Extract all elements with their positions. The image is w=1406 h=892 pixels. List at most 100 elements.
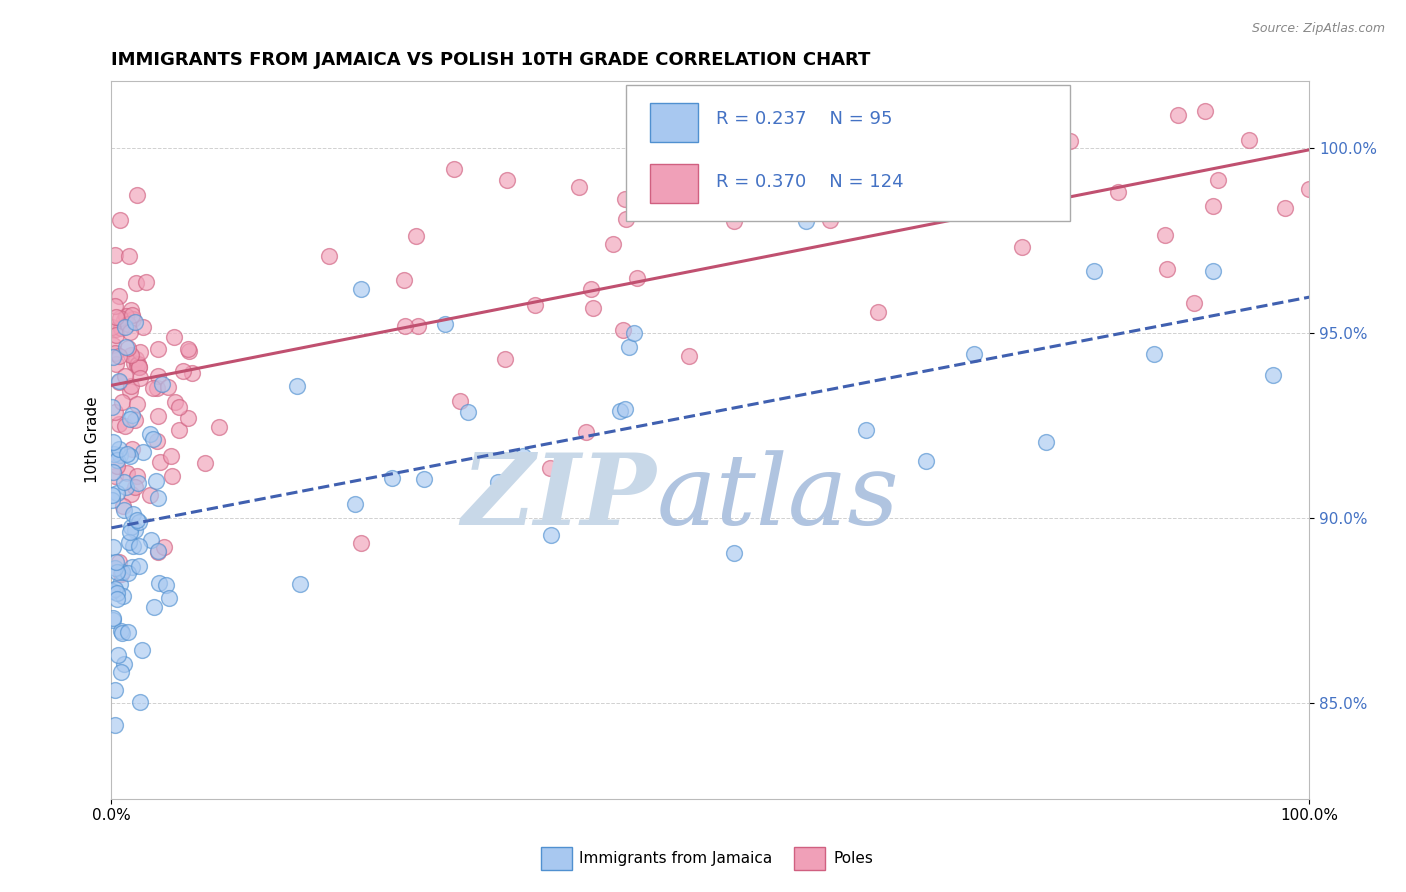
Point xyxy=(121,442,143,457)
Point xyxy=(626,270,648,285)
Point xyxy=(392,272,415,286)
Point xyxy=(1011,239,1033,253)
Text: IMMIGRANTS FROM JAMAICA VS POLISH 10TH GRADE CORRELATION CHART: IMMIGRANTS FROM JAMAICA VS POLISH 10TH G… xyxy=(111,51,870,69)
Point xyxy=(131,319,153,334)
Point xyxy=(148,409,170,424)
Point xyxy=(128,695,150,709)
Point xyxy=(101,492,124,507)
Point xyxy=(120,379,142,393)
Point xyxy=(127,475,149,490)
Point xyxy=(108,213,131,227)
Point xyxy=(125,469,148,483)
Point xyxy=(1194,103,1216,118)
Point xyxy=(120,302,142,317)
Text: Immigrants from Jamaica: Immigrants from Jamaica xyxy=(579,852,772,866)
Point xyxy=(142,381,165,395)
Y-axis label: 10th Grade: 10th Grade xyxy=(86,397,100,483)
Point xyxy=(160,468,183,483)
FancyBboxPatch shape xyxy=(627,85,1070,221)
Point xyxy=(153,540,176,554)
Point xyxy=(132,445,155,459)
Point xyxy=(107,374,129,388)
Point xyxy=(117,566,139,581)
Point xyxy=(108,555,131,569)
Point xyxy=(110,665,132,679)
Point xyxy=(318,249,340,263)
Point xyxy=(678,350,700,364)
Point xyxy=(496,173,519,187)
Point xyxy=(770,103,793,118)
Point xyxy=(111,625,134,640)
Point xyxy=(107,648,129,662)
Point xyxy=(114,418,136,433)
Point xyxy=(105,592,128,607)
Point xyxy=(118,412,141,426)
Point xyxy=(1142,347,1164,361)
Point xyxy=(167,400,190,414)
Point xyxy=(101,613,124,627)
Point xyxy=(1274,202,1296,216)
Point xyxy=(114,309,136,323)
Point xyxy=(101,350,124,364)
Point xyxy=(120,384,142,398)
Point xyxy=(343,497,366,511)
Point xyxy=(145,474,167,488)
Point xyxy=(1167,107,1189,121)
Point xyxy=(609,404,631,418)
Point xyxy=(122,540,145,554)
Point xyxy=(110,321,132,335)
Point xyxy=(120,520,142,534)
Point xyxy=(111,565,134,579)
Point xyxy=(866,305,889,319)
Point xyxy=(146,434,169,448)
Point xyxy=(105,453,128,467)
Point xyxy=(524,298,547,312)
Point xyxy=(623,326,645,341)
Point xyxy=(142,432,165,446)
Point xyxy=(104,469,127,483)
Point xyxy=(112,590,135,604)
Point xyxy=(194,456,217,470)
Point xyxy=(122,356,145,370)
Point xyxy=(104,682,127,697)
Point xyxy=(125,351,148,366)
Point xyxy=(101,541,124,555)
Point xyxy=(794,214,817,228)
Point xyxy=(381,471,404,485)
Point xyxy=(120,348,142,362)
Point xyxy=(114,480,136,494)
Point xyxy=(118,535,141,549)
Point xyxy=(582,301,605,315)
Point xyxy=(105,586,128,600)
Point xyxy=(103,560,125,574)
Point xyxy=(117,625,139,640)
Point xyxy=(665,110,688,124)
Point xyxy=(150,376,173,391)
Point xyxy=(157,379,180,393)
Point xyxy=(111,499,134,513)
Point xyxy=(107,289,129,303)
Point xyxy=(127,357,149,371)
Point xyxy=(115,340,138,354)
Point xyxy=(172,363,194,377)
Point xyxy=(122,507,145,521)
Point xyxy=(723,214,745,228)
Point xyxy=(350,282,373,296)
Point xyxy=(177,410,200,425)
Point xyxy=(124,315,146,329)
Point xyxy=(120,486,142,500)
Point xyxy=(101,320,124,334)
Point xyxy=(614,211,637,226)
Point xyxy=(349,536,371,550)
Point xyxy=(413,472,436,486)
Point xyxy=(288,577,311,591)
Point xyxy=(818,213,841,227)
Point xyxy=(1206,173,1229,187)
Point xyxy=(108,417,131,432)
Point xyxy=(121,308,143,322)
Point xyxy=(125,358,148,372)
Point xyxy=(128,360,150,375)
Point xyxy=(568,179,591,194)
Point xyxy=(285,379,308,393)
Point xyxy=(443,161,465,176)
